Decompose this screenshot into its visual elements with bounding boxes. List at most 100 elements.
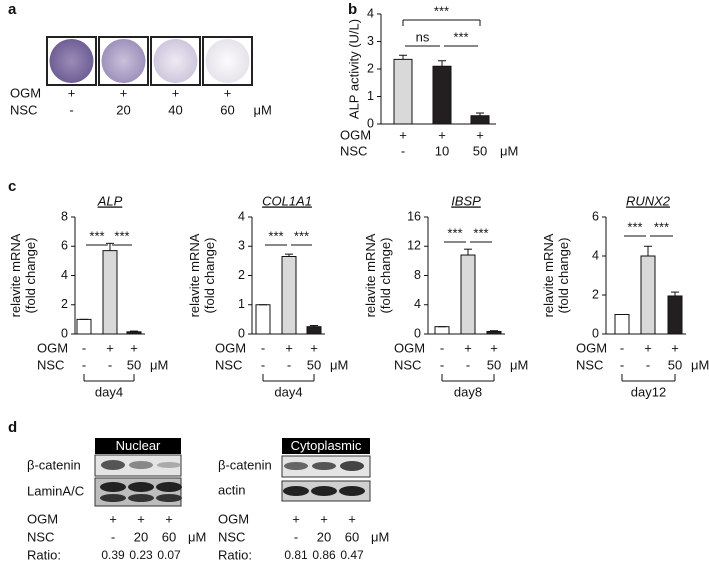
blot-header-box [95,438,181,454]
bar [667,295,683,335]
blot-header: Cytoplasmic [291,438,362,453]
row-label: Ratio: [27,547,61,562]
row-cell: - [294,529,298,544]
row-cell: 40 [168,102,182,117]
row-cell: 50 [307,357,321,372]
row-cell: 20 [134,529,148,544]
y-tick-label: 2 [238,268,245,282]
y-tick-label: 8 [61,209,68,223]
y-tick-label: 2 [367,61,374,75]
sig-label: *** [434,3,449,18]
bar [393,58,413,125]
row-cell: 50 [668,357,682,372]
y-tick-label: 4 [367,6,374,20]
row-cell: + [285,340,293,355]
row-cell: - [466,357,470,372]
row-cell: 10 [435,143,449,158]
row-cell: - [108,357,112,372]
row-cell: + [137,511,145,526]
y-tick-label: 6 [61,239,68,253]
row-cell: + [165,511,173,526]
bar [76,318,92,335]
group-label: day4 [95,384,123,399]
sig-label: *** [654,219,669,234]
y-tick-label: 4 [414,297,421,311]
y-tick-label: 1 [238,297,245,311]
blot-header-box [282,438,370,454]
y-axis-label: (fold change) [202,238,217,314]
bar [434,326,450,335]
blot-label: β-catenin [218,457,272,472]
row-cell: - [111,529,115,544]
unit: μM [691,357,709,372]
row-label: NSC [394,357,421,372]
unit: μM [254,102,272,117]
bar [640,255,656,335]
y-tick-label: 3 [238,239,245,253]
row-cell: + [224,85,232,100]
unit: μM [371,529,389,544]
chart-title: COL1A1 [262,193,312,208]
row-cell: - [261,357,265,372]
bar [281,255,297,335]
sig-label: *** [294,228,309,243]
row-label: OGM [218,511,249,526]
sig-label: *** [89,228,104,243]
row-cell: - [287,357,291,372]
row-cell: 0.81 [284,548,308,562]
row-label: NSC [37,357,64,372]
row-cell: - [620,357,624,372]
y-tick-label: 2 [592,287,599,301]
bar [102,250,118,335]
row-label: NSC [215,357,242,372]
row-label: OGM [340,127,371,142]
row-cell: + [644,340,652,355]
y-tick-label: 0 [414,326,421,340]
row-cell: 0.23 [129,548,153,562]
y-tick-label: 0 [61,326,68,340]
row-cell: + [292,511,300,526]
row-cell: 50 [473,143,487,158]
y-tick-label: 0 [592,326,599,340]
row-cell: + [348,511,356,526]
unit: μM [150,357,168,372]
y-tick-label: 3 [367,34,374,48]
sig-label: ns [416,29,430,44]
chart-title: RUNX2 [626,193,671,208]
y-axis-label: relavite mRNA [541,233,556,317]
blot-label: actin [218,482,245,497]
row-cell: - [82,340,86,355]
row-cell: 60 [345,529,359,544]
bar [126,331,142,335]
row-cell: 20 [116,102,130,117]
row-cell: 0.07 [157,548,181,562]
row-label: OGM [394,340,425,355]
y-tick-label: 0 [238,326,245,340]
row-cell: - [646,357,650,372]
blot-label: β-catenin [27,457,81,472]
unit: μM [188,529,206,544]
bar [255,304,271,335]
row-label: OGM [37,340,68,355]
y-tick-label: 4 [592,248,599,262]
row-cell: + [172,85,180,100]
well-images [46,36,253,86]
row-label: Ratio: [218,547,252,562]
panel-label: c [8,178,16,195]
sig-label: *** [473,225,488,240]
row-cell: + [68,85,76,100]
row-cell: + [399,127,407,142]
row-cell: - [69,102,73,117]
row-cell: 20 [317,529,331,544]
row-cell: + [464,340,472,355]
row-cell: - [401,143,405,158]
group-label: day8 [454,384,482,399]
row-cell: 0.47 [340,548,364,562]
row-label: OGM [27,511,58,526]
bar [460,254,476,335]
sig-label: *** [627,219,642,234]
y-tick-label: 8 [414,268,421,282]
y-axis-label: relavite mRNA [187,233,202,317]
y-axis-label: (fold change) [378,238,393,314]
row-label: NSC [576,357,603,372]
